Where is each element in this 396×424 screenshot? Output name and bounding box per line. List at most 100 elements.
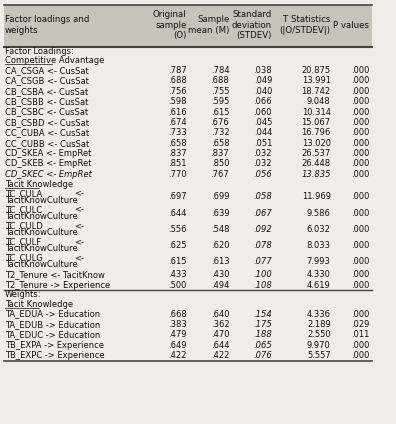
Text: 26.537: 26.537 (301, 149, 331, 158)
Text: .620: .620 (211, 241, 229, 250)
Text: Factor Loadings:: Factor Loadings: (5, 47, 74, 56)
Text: .640: .640 (211, 310, 229, 318)
Text: .850: .850 (211, 159, 229, 168)
Text: .430: .430 (211, 270, 229, 279)
Text: 18.742: 18.742 (301, 87, 331, 96)
Text: <-: <- (74, 189, 84, 198)
Text: .851: .851 (168, 159, 187, 168)
Text: Weights:: Weights: (5, 290, 41, 299)
Text: 13.991: 13.991 (302, 76, 331, 85)
Text: .032: .032 (253, 159, 272, 168)
Text: .029: .029 (351, 320, 369, 329)
Text: .615: .615 (211, 108, 229, 117)
Text: .479: .479 (168, 330, 187, 339)
Text: TC_CULG: TC_CULG (5, 253, 42, 262)
Text: 9.048: 9.048 (307, 97, 331, 106)
Text: .362: .362 (211, 320, 229, 329)
Text: 7.993: 7.993 (307, 257, 331, 266)
Text: CB_CSBB <- CusSat: CB_CSBB <- CusSat (5, 97, 88, 106)
Text: T2_Tenure -> Experience: T2_Tenure -> Experience (5, 281, 110, 290)
Text: P values: P values (333, 20, 369, 30)
Text: .000: .000 (351, 128, 369, 137)
Text: .076: .076 (253, 351, 272, 360)
Text: TacitKnowCulture: TacitKnowCulture (5, 260, 78, 269)
Text: .383: .383 (168, 320, 187, 329)
Text: 26.448: 26.448 (301, 159, 331, 168)
Text: .548: .548 (211, 225, 229, 234)
Text: .067: .067 (253, 209, 272, 218)
Text: 8.033: 8.033 (307, 241, 331, 250)
Text: 6.032: 6.032 (307, 225, 331, 234)
Text: .556: .556 (168, 225, 187, 234)
Text: <-: <- (74, 205, 84, 214)
Text: .000: .000 (351, 270, 369, 279)
Text: .615: .615 (168, 257, 187, 266)
Text: Original
sample
(O): Original sample (O) (153, 10, 187, 40)
Text: .494: .494 (211, 281, 229, 290)
Text: CB_CSBC <- CusSat: CB_CSBC <- CusSat (5, 108, 88, 117)
Text: T Statistics
(|O/STDEV|): T Statistics (|O/STDEV|) (280, 15, 331, 35)
Text: Factor loadings and
weights: Factor loadings and weights (5, 15, 89, 35)
Text: .770: .770 (168, 170, 187, 179)
Text: .000: .000 (351, 192, 369, 201)
Text: CB_CSBD <- CusSat: CB_CSBD <- CusSat (5, 118, 89, 127)
Text: .065: .065 (253, 341, 272, 350)
Text: TA_EDUA -> Education: TA_EDUA -> Education (5, 310, 100, 318)
Text: .060: .060 (253, 108, 272, 117)
Text: .000: .000 (351, 170, 369, 179)
Text: 9.970: 9.970 (307, 341, 331, 350)
Text: .639: .639 (211, 209, 229, 218)
Text: .676: .676 (211, 118, 229, 127)
Text: TA_EDUC -> Education: TA_EDUC -> Education (5, 330, 100, 339)
Text: .154: .154 (253, 310, 272, 318)
Text: TacitKnowCulture: TacitKnowCulture (5, 244, 78, 253)
Text: .038: .038 (253, 66, 272, 75)
Text: 2.189: 2.189 (307, 320, 331, 329)
Text: 16.796: 16.796 (301, 128, 331, 137)
Text: .044: .044 (254, 128, 272, 137)
Text: .616: .616 (168, 108, 187, 117)
Text: 11.969: 11.969 (302, 192, 331, 201)
Text: TacitKnowCulture: TacitKnowCulture (5, 212, 78, 221)
Text: .000: .000 (351, 225, 369, 234)
Text: 20.875: 20.875 (301, 66, 331, 75)
Text: Sample
mean (M): Sample mean (M) (188, 15, 229, 35)
Text: .784: .784 (211, 66, 229, 75)
Text: .787: .787 (168, 66, 187, 75)
Text: TacitKnowCulture: TacitKnowCulture (5, 228, 78, 237)
Text: .100: .100 (253, 270, 272, 279)
Text: .049: .049 (254, 76, 272, 85)
Text: 5.557: 5.557 (307, 351, 331, 360)
Text: .000: .000 (351, 281, 369, 290)
Text: TC_CULD: TC_CULD (5, 221, 42, 230)
Text: .422: .422 (211, 351, 229, 360)
Text: 4.336: 4.336 (307, 310, 331, 318)
Text: .078: .078 (253, 241, 272, 250)
Text: .045: .045 (254, 118, 272, 127)
Text: CA_CSGA <- CusSat: CA_CSGA <- CusSat (5, 66, 88, 75)
Text: .000: .000 (351, 118, 369, 127)
Text: .697: .697 (168, 192, 187, 201)
Text: .500: .500 (168, 281, 187, 290)
Text: .644: .644 (168, 209, 187, 218)
Text: .668: .668 (168, 310, 187, 318)
Text: .837: .837 (168, 149, 187, 158)
Text: CD_SKEB <- EmpRet: CD_SKEB <- EmpRet (5, 159, 91, 168)
Text: TA_EDUB -> Education: TA_EDUB -> Education (5, 320, 100, 329)
Text: CC_CUBB <- CusSat: CC_CUBB <- CusSat (5, 139, 89, 148)
Text: TC_CULF: TC_CULF (5, 237, 41, 246)
Text: .755: .755 (211, 87, 229, 96)
Text: .000: .000 (351, 241, 369, 250)
Text: .837: .837 (211, 149, 229, 158)
Text: .732: .732 (211, 128, 229, 137)
Text: .000: .000 (351, 257, 369, 266)
Text: .625: .625 (168, 241, 187, 250)
Text: .011: .011 (351, 330, 369, 339)
Text: .000: .000 (351, 66, 369, 75)
Text: .000: .000 (351, 341, 369, 350)
Text: .658: .658 (211, 139, 229, 148)
Text: .674: .674 (168, 118, 187, 127)
Text: .188: .188 (253, 330, 272, 339)
Text: 9.586: 9.586 (307, 209, 331, 218)
Text: .613: .613 (211, 257, 229, 266)
